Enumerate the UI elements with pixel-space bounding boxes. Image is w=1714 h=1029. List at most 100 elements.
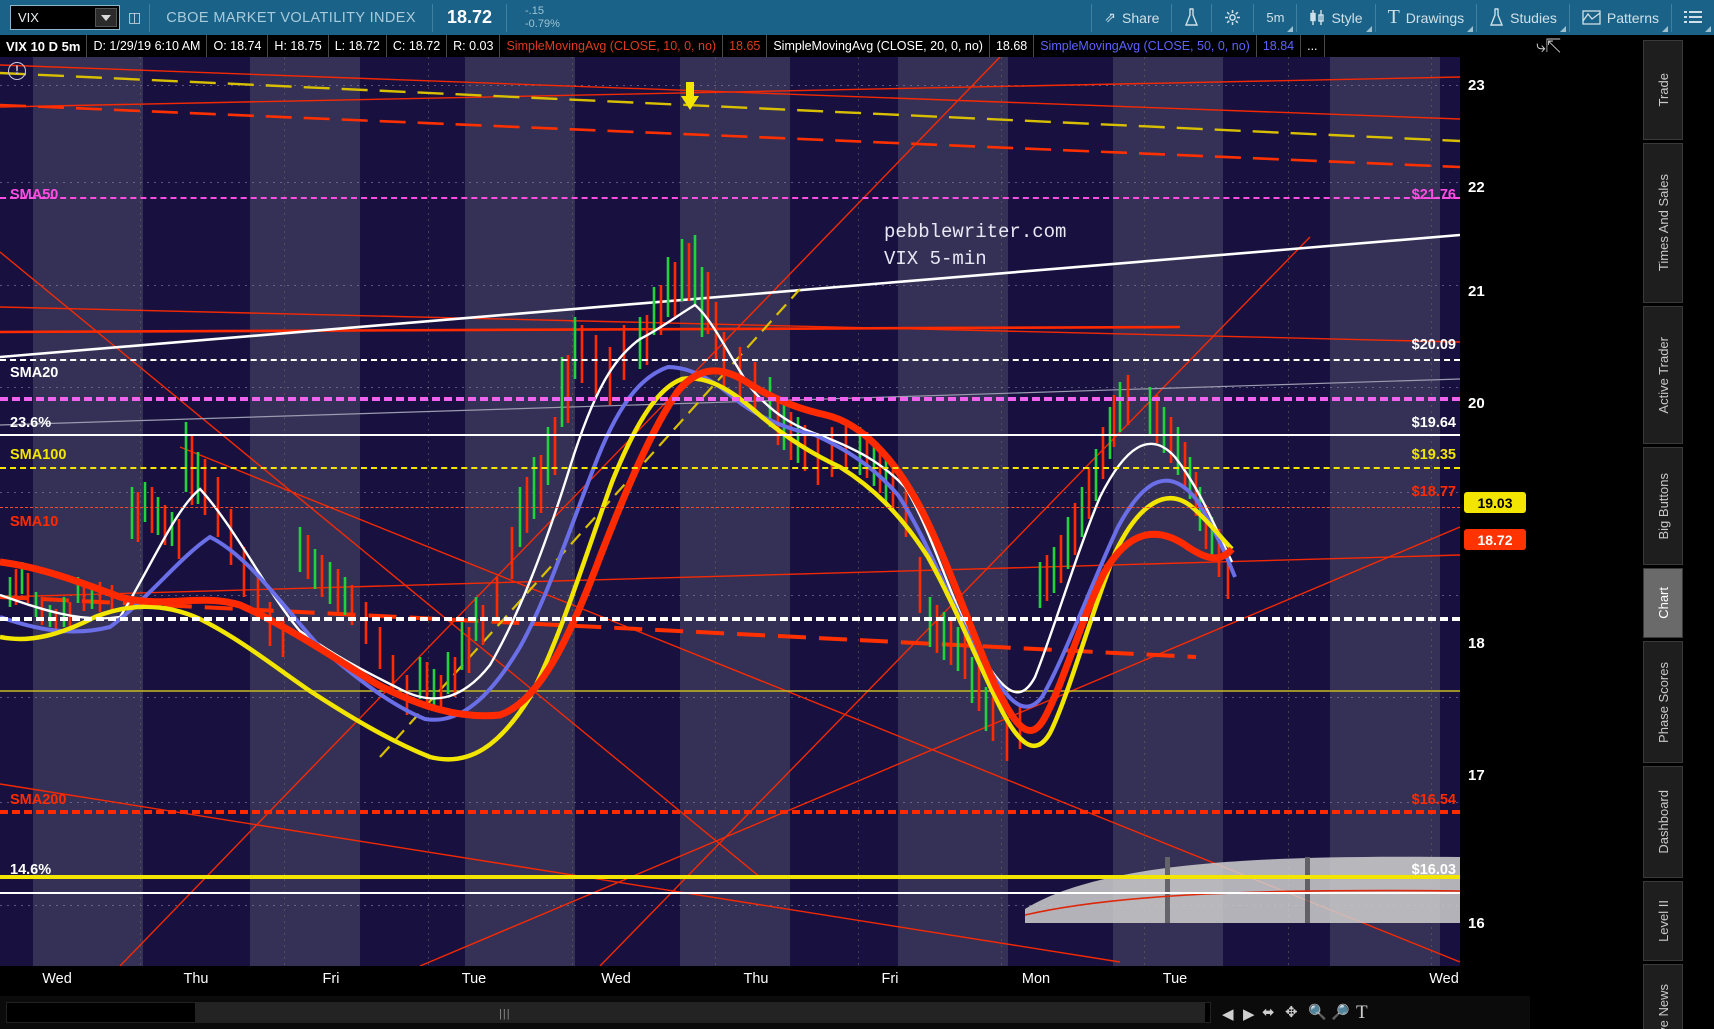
legend-overflow[interactable]: ... xyxy=(1301,35,1325,57)
divider xyxy=(1374,3,1376,32)
share-label: Share xyxy=(1122,9,1160,26)
style-button[interactable]: Style xyxy=(1297,0,1374,35)
zoom-out-icon[interactable]: 🔎 xyxy=(1331,1004,1350,1021)
time-tick: Wed xyxy=(601,971,631,987)
level-line-sma100 xyxy=(0,467,1460,469)
grid-line-horizontal xyxy=(0,802,1460,803)
grid-line-horizontal xyxy=(0,387,1460,388)
text-tool-icon[interactable]: T xyxy=(1356,1002,1368,1023)
scrollbar-thumb[interactable] xyxy=(195,1003,1205,1022)
chart-info-icon[interactable]: ! xyxy=(8,62,26,80)
divider xyxy=(431,3,433,32)
divider xyxy=(1296,3,1298,32)
dropdown-corner-icon xyxy=(1365,26,1372,32)
chart-type-icon[interactable]: ◫ xyxy=(128,9,142,25)
legend-field-range: R: 0.03 xyxy=(447,35,501,57)
crosshair-icon[interactable]: ✥ xyxy=(1285,1004,1298,1021)
menu-button[interactable] xyxy=(1672,0,1714,35)
sidebar-tab-trade[interactable]: Trade xyxy=(1643,40,1683,140)
level-label-sma20: SMA20 xyxy=(10,365,59,381)
sidebar-tab-active-trader[interactable]: Active Trader xyxy=(1643,306,1683,444)
sidebar-tab-label: Live News xyxy=(1655,984,1671,1029)
level-line-sma50 xyxy=(0,197,1460,199)
level-line-sma20 xyxy=(0,359,1460,361)
time-axis[interactable]: Wed Thu Fri Tue Wed Thu Fri Mon Tue Wed xyxy=(0,966,1530,996)
sidebar-tab-chart[interactable]: Chart xyxy=(1643,568,1683,638)
settings-button[interactable] xyxy=(1212,0,1253,35)
drawings-button[interactable]: T Drawings xyxy=(1376,0,1477,35)
sidebar-tab-label: Chart xyxy=(1655,587,1671,619)
legend-study-sma20[interactable]: SimpleMovingAvg (CLOSE, 20, 0, no) xyxy=(767,35,990,57)
level-price-sma10: $18.77 xyxy=(1411,484,1456,500)
level-label-sma50: SMA50 xyxy=(10,187,59,203)
divider xyxy=(1171,3,1173,32)
level-label-sma100: SMA100 xyxy=(10,447,67,463)
sidebar-tab-phase-scores[interactable]: Phase Scores xyxy=(1643,641,1683,763)
level-line-sma10 xyxy=(0,507,1460,508)
sidebar-tab-level-ii[interactable]: Level II xyxy=(1643,881,1683,961)
time-tick: Mon xyxy=(1021,971,1051,987)
legend-study-sma10-value: 18.65 xyxy=(723,35,768,57)
top-toolbar: VIX ◫ CBOE MARKET VOLATILITY INDEX 18.72… xyxy=(0,0,1714,35)
timeframe-button[interactable]: 5m xyxy=(1254,0,1296,35)
grid-line-vertical xyxy=(715,57,716,966)
next-arrow-icon[interactable]: ▶ xyxy=(1243,1006,1255,1023)
share-icon: ⇗ xyxy=(1104,9,1117,25)
style-label: Style xyxy=(1331,9,1363,26)
sidebar-tab-big-buttons[interactable]: Big Buttons xyxy=(1643,447,1683,565)
sma10-line xyxy=(0,367,1235,734)
dropdown-corner-icon xyxy=(1662,26,1668,32)
price-tick: 18 xyxy=(1468,635,1485,652)
timeframe-label: 5m xyxy=(1266,10,1285,25)
dropdown-corner-icon xyxy=(1705,26,1711,32)
flask-button[interactable] xyxy=(1172,0,1211,35)
price-axis[interactable]: 23 22 21 20 18 17 16 19.03 18.72 xyxy=(1460,57,1530,966)
symbol-input[interactable]: VIX xyxy=(10,5,120,30)
cursor-mode-button[interactable]: ⤷⇱ xyxy=(1530,35,1570,61)
session-band xyxy=(680,57,790,966)
zoom-in-icon[interactable]: 🔍 xyxy=(1308,1004,1327,1021)
sidebar-tab-live-news[interactable]: Live News xyxy=(1643,964,1683,1029)
chevron-down-icon xyxy=(101,14,111,21)
legend-study-sma10[interactable]: SimpleMovingAvg (CLOSE, 10, 0, no) xyxy=(500,35,724,57)
session-band xyxy=(33,57,143,966)
chart-drawing-overlay xyxy=(0,57,1460,966)
bottom-bar: ||| ◀ ▶ ⬌ ✥ 🔍 🔎 T Drawing set: 2019-0128 xyxy=(0,996,1714,1029)
level-price-sma20: $20.09 xyxy=(1411,337,1456,353)
level-label-236: 23.6% xyxy=(10,415,52,431)
legend-field-open: O: 18.74 xyxy=(207,35,269,57)
level-line-sma200 xyxy=(0,810,1460,814)
price-tick: 23 xyxy=(1468,77,1485,94)
gear-icon xyxy=(1225,10,1241,25)
legend-study-sma50[interactable]: SimpleMovingAvg (CLOSE, 50, 0, no) xyxy=(1034,35,1257,57)
pan-icon[interactable]: ⬌ xyxy=(1262,1004,1275,1021)
last-price: 18.72 xyxy=(446,7,492,27)
symbol-dropdown-button[interactable] xyxy=(95,8,117,27)
studies-button[interactable]: Studies xyxy=(1477,0,1569,35)
prev-arrow-icon[interactable]: ◀ xyxy=(1222,1006,1234,1023)
sidebar-tab-times-and-sales[interactable]: Times And Sales xyxy=(1643,143,1683,303)
level-line-146 xyxy=(0,875,1460,879)
level-label-146: 14.6% xyxy=(10,862,52,878)
sidebar-tab-dashboard[interactable]: Dashboard xyxy=(1643,766,1683,878)
chart-scrollbar[interactable]: ||| xyxy=(6,1002,1211,1023)
patterns-button[interactable]: Patterns xyxy=(1570,0,1671,35)
text-t-icon: T xyxy=(1387,6,1400,28)
level-price-236: $19.64 xyxy=(1411,415,1456,431)
level-price-146: $16.03 xyxy=(1411,862,1456,878)
session-band xyxy=(898,57,1008,966)
price-chart[interactable]: SMA50 $21.76 SMA20 $20.09 23.6% $19.64 S… xyxy=(0,57,1460,966)
level-price-sma50: $21.76 xyxy=(1411,187,1456,203)
scrollbar-grip-icon: ||| xyxy=(499,1008,511,1020)
drawings-label: Drawings xyxy=(1405,9,1465,26)
grid-line-vertical xyxy=(1288,57,1289,966)
grid-line-vertical xyxy=(572,57,573,966)
last-price-badge: 18.72 xyxy=(1464,529,1526,550)
legend-field-high: H: 18.75 xyxy=(268,35,329,57)
sma50-line xyxy=(0,364,1237,722)
candlestick-series xyxy=(8,235,1230,761)
sidebar-tab-label: Level II xyxy=(1655,900,1671,942)
level-label-sma200: SMA200 xyxy=(10,792,67,808)
grid-line-vertical xyxy=(140,57,141,966)
share-button[interactable]: ⇗ Share xyxy=(1092,0,1171,35)
